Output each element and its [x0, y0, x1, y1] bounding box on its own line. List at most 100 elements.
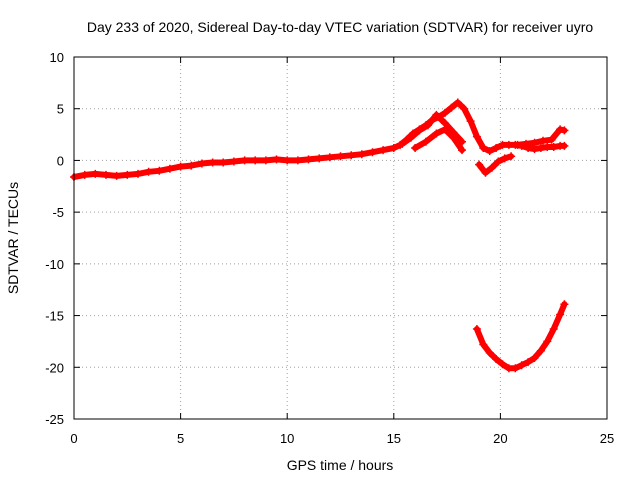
data-point: [208, 158, 217, 167]
data-point: [481, 168, 490, 177]
lower-curve-trace: [473, 301, 568, 372]
data-point: [165, 164, 174, 173]
data-point: [398, 139, 407, 148]
data-point: [283, 156, 292, 165]
data-point: [272, 155, 281, 164]
data-point: [389, 144, 398, 152]
data-point: [494, 157, 503, 166]
data-point: [406, 133, 415, 142]
lower-curve-series: [472, 300, 569, 373]
data-point: [466, 117, 475, 126]
data-point: [549, 325, 558, 333]
data-point: [543, 337, 552, 346]
data-point: [187, 161, 196, 170]
data-point: [423, 121, 432, 130]
data-point: [487, 163, 496, 172]
x-tick-label: 0: [70, 431, 77, 446]
y-tick-label: -25: [45, 412, 64, 427]
data-point: [524, 358, 533, 367]
data-point: [411, 144, 420, 152]
data-point: [560, 300, 569, 309]
chart-title: Day 233 of 2020, Sidereal Day-to-day VTE…: [87, 19, 593, 35]
data-point: [441, 108, 449, 117]
data-point: [347, 151, 356, 160]
late-fragment-series: [513, 125, 569, 149]
x-tick-label: 20: [493, 431, 507, 446]
data-point: [325, 153, 334, 162]
data-point: [155, 166, 164, 175]
data-point: [421, 137, 430, 146]
data-point: [357, 150, 366, 159]
data-point: [517, 361, 526, 370]
data-point: [368, 148, 377, 157]
data-point: [144, 167, 153, 176]
data-point: [560, 141, 569, 150]
main-trace-series: [70, 98, 569, 181]
x-tick-label: 25: [600, 431, 614, 446]
data-point: [492, 144, 501, 152]
data-point: [556, 125, 565, 134]
data-point: [229, 157, 238, 166]
data-point: [513, 140, 522, 149]
data-point: [511, 364, 520, 373]
y-axis-label: SDTVAR / TECUs: [5, 182, 21, 294]
late-fragment-trace: [514, 126, 568, 148]
data-point: [507, 152, 516, 161]
y-tick-label: -20: [45, 360, 64, 375]
data-point: [134, 169, 142, 178]
x-axis-label: GPS time / hours: [287, 457, 394, 473]
data-point: [539, 136, 547, 145]
data-point: [530, 354, 539, 362]
data-point: [80, 170, 89, 179]
y-tick-label: -5: [52, 205, 64, 220]
data-points: [70, 98, 569, 373]
data-point: [479, 144, 488, 152]
data-point: [472, 132, 481, 141]
data-point: [123, 170, 132, 179]
data-point: [415, 126, 424, 135]
data-point: [556, 310, 565, 319]
data-point: [304, 155, 313, 164]
data-point: [547, 135, 556, 144]
x-tick-label: 15: [387, 431, 401, 446]
data-point: [498, 360, 507, 369]
data-point: [336, 152, 345, 161]
plot-frame: [73, 56, 608, 420]
data-point: [91, 169, 100, 178]
upper-band-trace: [399, 111, 465, 147]
tick-labels: 0 5 10 15 20 25 -25 -20 -15 -10 -5 0 5 10: [45, 50, 614, 446]
data-point: [176, 162, 185, 171]
data-point: [475, 160, 484, 169]
data-point: [549, 143, 558, 151]
y-tick-label: 10: [50, 50, 64, 65]
data-point: [485, 348, 494, 357]
y-tick-label: 0: [57, 153, 64, 168]
data-point: [522, 139, 530, 148]
x-tick-label: 5: [177, 431, 184, 446]
data-point: [379, 146, 388, 155]
y-tick-label: 5: [57, 102, 64, 117]
data-point: [460, 104, 469, 113]
data-point: [447, 103, 456, 112]
data-point: [251, 156, 260, 165]
data-point: [530, 138, 539, 147]
data-point: [432, 129, 441, 138]
data-point: [479, 340, 488, 349]
data-point: [492, 355, 501, 363]
data-point: [432, 110, 441, 119]
data-point: [485, 147, 494, 156]
data-point: [240, 156, 249, 165]
data-point: [315, 154, 324, 163]
data-point: [102, 170, 110, 179]
data-point: [536, 346, 545, 355]
data-point: [197, 159, 206, 168]
data-point: [472, 325, 481, 333]
data-point: [112, 171, 121, 180]
data-point: [536, 144, 545, 152]
y-tick-label: -15: [45, 309, 64, 324]
data-point: [219, 158, 228, 167]
y-tick-label: -10: [45, 257, 64, 272]
data-point: [261, 156, 270, 165]
data-point: [458, 146, 466, 155]
